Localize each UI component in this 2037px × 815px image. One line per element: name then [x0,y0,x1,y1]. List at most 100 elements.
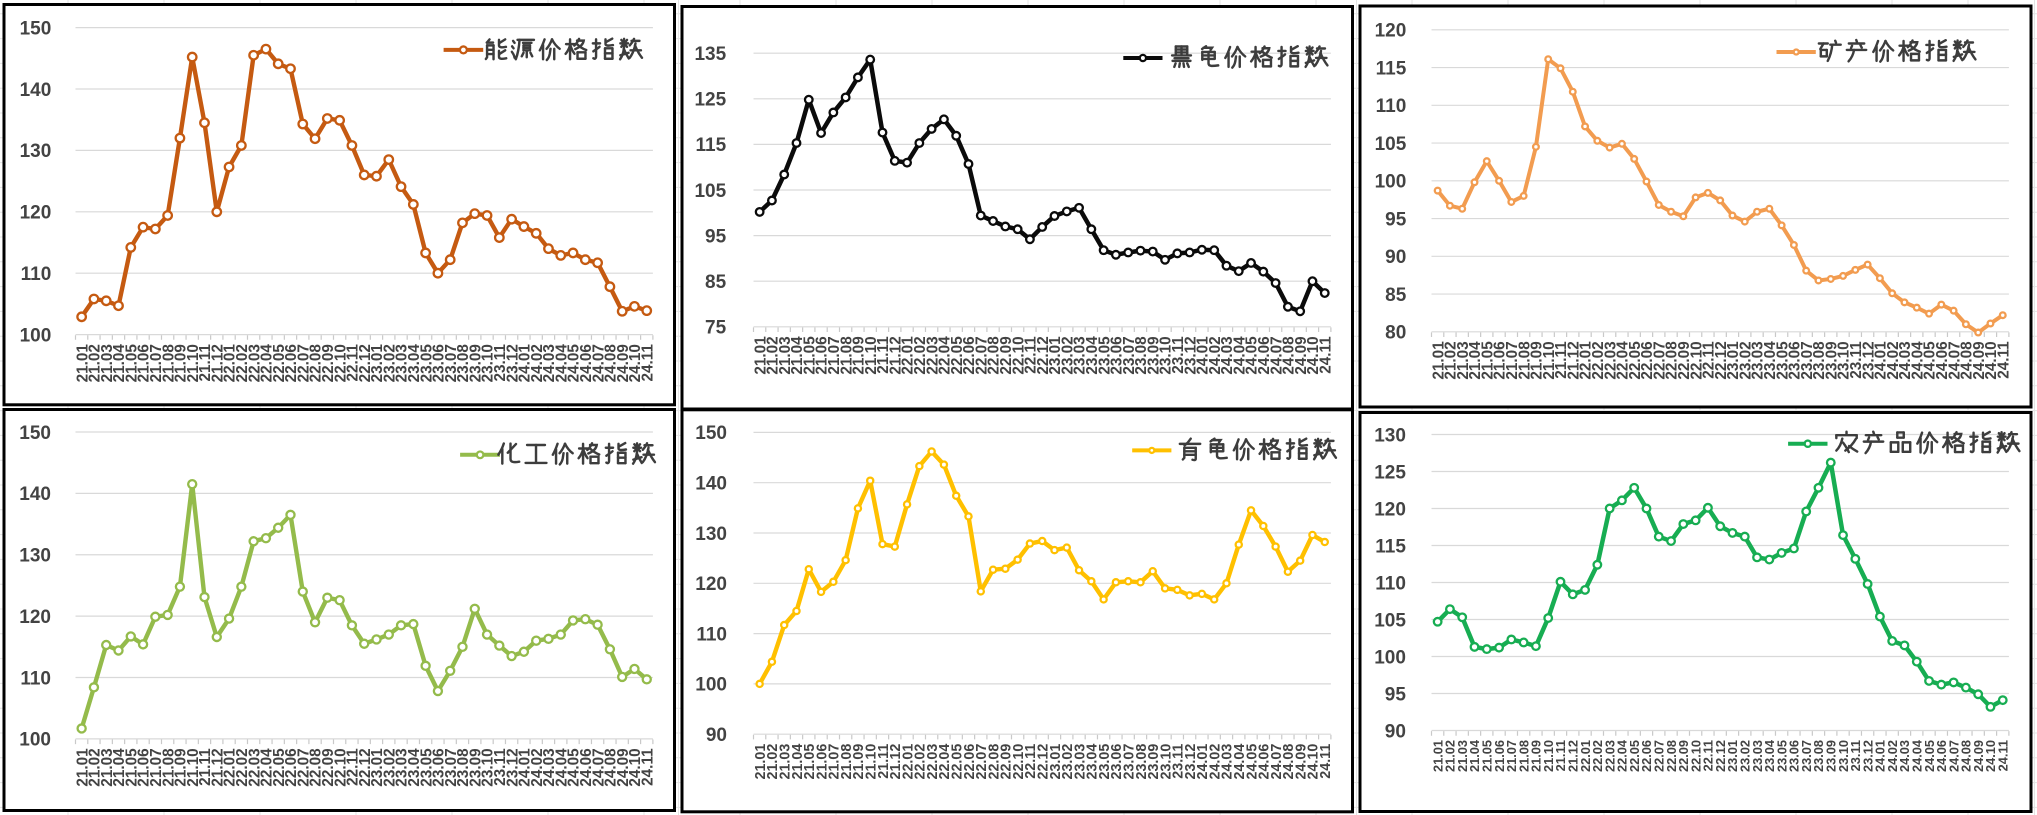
svg-text:21.04: 21.04 [789,336,806,375]
svg-text:23.03: 23.03 [394,344,411,382]
svg-text:21.11: 21.11 [197,344,214,382]
svg-text:125: 125 [694,90,726,111]
svg-text:23.04: 23.04 [406,748,423,787]
svg-text:22.01: 22.01 [1578,341,1595,380]
svg-text:24.06: 24.06 [1934,740,1949,772]
svg-text:24.06: 24.06 [578,748,595,786]
svg-text:22.01: 22.01 [222,748,239,787]
svg-text:22.09: 22.09 [320,748,337,786]
svg-text:24.03: 24.03 [1219,336,1236,374]
svg-text:23.07: 23.07 [1121,336,1138,374]
svg-text:21.10: 21.10 [1541,341,1558,379]
svg-text:95: 95 [1385,684,1407,705]
svg-text:24.10: 24.10 [627,748,644,786]
svg-text:21.09: 21.09 [1529,341,1546,379]
svg-text:21.03: 21.03 [1455,341,1472,379]
svg-text:24.11: 24.11 [1318,744,1334,779]
svg-text:24.10: 24.10 [1305,336,1322,374]
svg-text:21.01: 21.01 [752,336,769,375]
svg-text:21.11: 21.11 [1553,740,1568,771]
svg-text:22.05: 22.05 [271,748,288,787]
svg-text:22.03: 22.03 [924,336,941,374]
svg-text:24.05: 24.05 [1922,740,1937,772]
svg-text:21.01: 21.01 [1430,740,1445,772]
svg-text:23.05: 23.05 [1096,336,1113,375]
svg-text:21.07: 21.07 [148,344,165,382]
svg-text:22.08: 22.08 [308,748,325,787]
svg-text:23.03: 23.03 [1750,740,1765,772]
svg-text:21.09: 21.09 [1529,740,1544,772]
svg-text:140: 140 [695,474,727,495]
svg-text:22.11: 22.11 [345,344,362,382]
svg-text:23.11: 23.11 [1170,336,1187,374]
svg-text:22.01: 22.01 [222,344,239,383]
svg-text:75: 75 [705,318,727,339]
svg-text:21.01: 21.01 [753,744,769,780]
svg-text:22.04: 22.04 [1615,341,1632,380]
svg-text:23.12: 23.12 [1860,341,1877,379]
svg-text:24.06: 24.06 [1257,744,1273,780]
svg-text:21.11: 21.11 [197,748,214,786]
svg-text:21.09: 21.09 [851,744,867,780]
svg-text:21.12: 21.12 [1566,740,1581,772]
svg-text:21.07: 21.07 [148,748,165,786]
svg-text:24.02: 24.02 [529,748,546,786]
svg-text:21.10: 21.10 [863,336,880,374]
svg-text:21.12: 21.12 [209,748,226,786]
svg-text:22.10: 22.10 [1688,341,1705,379]
svg-text:24.01: 24.01 [517,748,534,787]
svg-text:22.08: 22.08 [308,344,325,383]
svg-text:22.04: 22.04 [259,748,276,787]
svg-text:22.01: 22.01 [900,336,917,375]
svg-text:23.12: 23.12 [504,344,521,382]
svg-text:22.10: 22.10 [1688,740,1703,772]
svg-text:24.10: 24.10 [1983,740,1998,772]
svg-text:100: 100 [19,730,51,751]
svg-text:22.10: 22.10 [1010,336,1027,374]
svg-text:125: 125 [1374,462,1406,483]
svg-text:24.08: 24.08 [1281,744,1297,780]
svg-text:100: 100 [1374,647,1406,668]
svg-text:24.07: 24.07 [590,344,607,382]
svg-text:22.01: 22.01 [1578,740,1593,772]
svg-text:21.11: 21.11 [875,336,892,374]
svg-text:120: 120 [695,574,727,595]
svg-text:95: 95 [1385,209,1407,230]
svg-text:23.07: 23.07 [1799,341,1816,379]
svg-text:21.08: 21.08 [1516,341,1533,380]
svg-text:23.12: 23.12 [1182,336,1199,374]
svg-text:22.12: 22.12 [1035,336,1052,374]
svg-text:21.08: 21.08 [1516,740,1531,772]
svg-text:23.04: 23.04 [1762,739,1777,772]
svg-text:140: 140 [19,484,51,505]
svg-text:23.09: 23.09 [1146,744,1162,780]
svg-text:21.05: 21.05 [801,336,818,375]
svg-text:23.07: 23.07 [1799,740,1814,772]
svg-text:130: 130 [20,141,52,162]
svg-text:21.03: 21.03 [778,744,794,780]
svg-text:150: 150 [20,18,52,39]
svg-text:115: 115 [1375,536,1406,557]
svg-text:23.03: 23.03 [394,748,411,786]
svg-text:22.09: 22.09 [320,344,337,382]
svg-text:120: 120 [1375,21,1407,42]
svg-text:24.11: 24.11 [1317,336,1334,374]
svg-text:22.02: 22.02 [234,748,251,786]
svg-text:24.06: 24.06 [1256,336,1273,374]
svg-text:24.03: 24.03 [1897,740,1912,772]
svg-text:23.03: 23.03 [1072,336,1089,374]
svg-text:24.03: 24.03 [1897,341,1914,379]
svg-text:23.06: 23.06 [431,748,448,786]
svg-text:115: 115 [696,135,727,156]
svg-text:23.02: 23.02 [1738,740,1753,772]
svg-text:23.02: 23.02 [1060,744,1076,780]
svg-text:21.06: 21.06 [814,744,830,780]
svg-text:22.06: 22.06 [1639,341,1656,379]
svg-text:23.07: 23.07 [443,748,460,786]
svg-text:22.08: 22.08 [986,336,1003,375]
svg-text:115: 115 [1376,58,1407,79]
svg-text:24.07: 24.07 [1269,744,1285,780]
svg-text:95: 95 [705,226,727,247]
svg-text:21.08: 21.08 [160,748,177,787]
svg-text:150: 150 [19,423,51,444]
